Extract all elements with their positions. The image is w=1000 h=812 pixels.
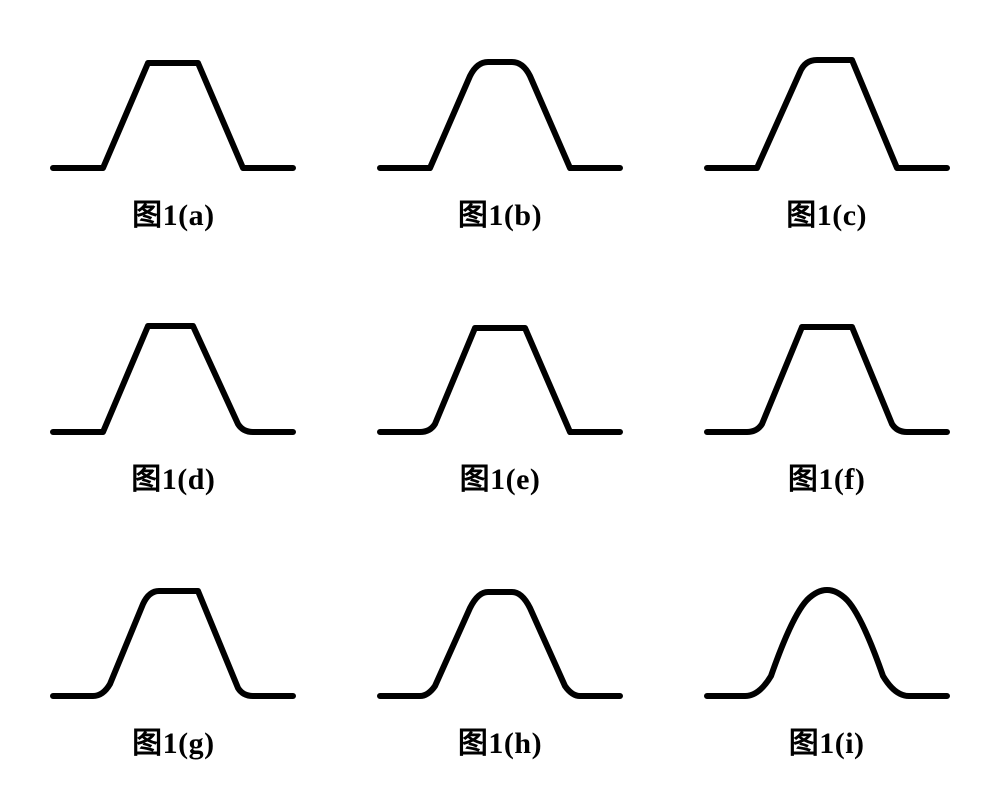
curve-h bbox=[380, 592, 620, 696]
curve-f bbox=[707, 327, 947, 432]
cell-e: 图1(e) bbox=[337, 264, 664, 528]
label-f: 图1(f) bbox=[788, 454, 865, 498]
cell-a: 图1(a) bbox=[10, 0, 337, 264]
shape-b bbox=[370, 48, 630, 178]
shape-c bbox=[697, 48, 957, 178]
cell-c: 图1(c) bbox=[663, 0, 990, 264]
shape-h bbox=[370, 576, 630, 706]
curve-e bbox=[380, 328, 620, 432]
shape-g bbox=[43, 576, 303, 706]
cell-i: 图1(i) bbox=[663, 528, 990, 792]
label-d: 图1(d) bbox=[131, 454, 215, 498]
curve-b bbox=[380, 62, 620, 168]
curve-a bbox=[53, 63, 293, 168]
cell-g: 图1(g) bbox=[10, 528, 337, 792]
curve-i bbox=[707, 590, 947, 696]
label-a: 图1(a) bbox=[132, 190, 214, 234]
label-g: 图1(g) bbox=[132, 718, 214, 762]
shape-d bbox=[43, 312, 303, 442]
shape-e bbox=[370, 312, 630, 442]
label-i: 图1(i) bbox=[789, 718, 865, 762]
shape-i bbox=[697, 576, 957, 706]
shape-a bbox=[43, 48, 303, 178]
label-h: 图1(h) bbox=[458, 718, 542, 762]
cell-h: 图1(h) bbox=[337, 528, 664, 792]
cell-f: 图1(f) bbox=[663, 264, 990, 528]
shape-f bbox=[697, 312, 957, 442]
curve-g bbox=[53, 591, 293, 696]
cell-d: 图1(d) bbox=[10, 264, 337, 528]
shape-grid: 图1(a) 图1(b) 图1(c) 图1(d) 图1(e) 图1(f) 图1(g) 图1(h)… bbox=[0, 0, 1000, 812]
label-e: 图1(e) bbox=[460, 454, 541, 498]
curve-d bbox=[53, 326, 293, 432]
curve-c bbox=[707, 60, 947, 168]
cell-b: 图1(b) bbox=[337, 0, 664, 264]
label-b: 图1(b) bbox=[458, 190, 542, 234]
label-c: 图1(c) bbox=[786, 190, 867, 234]
